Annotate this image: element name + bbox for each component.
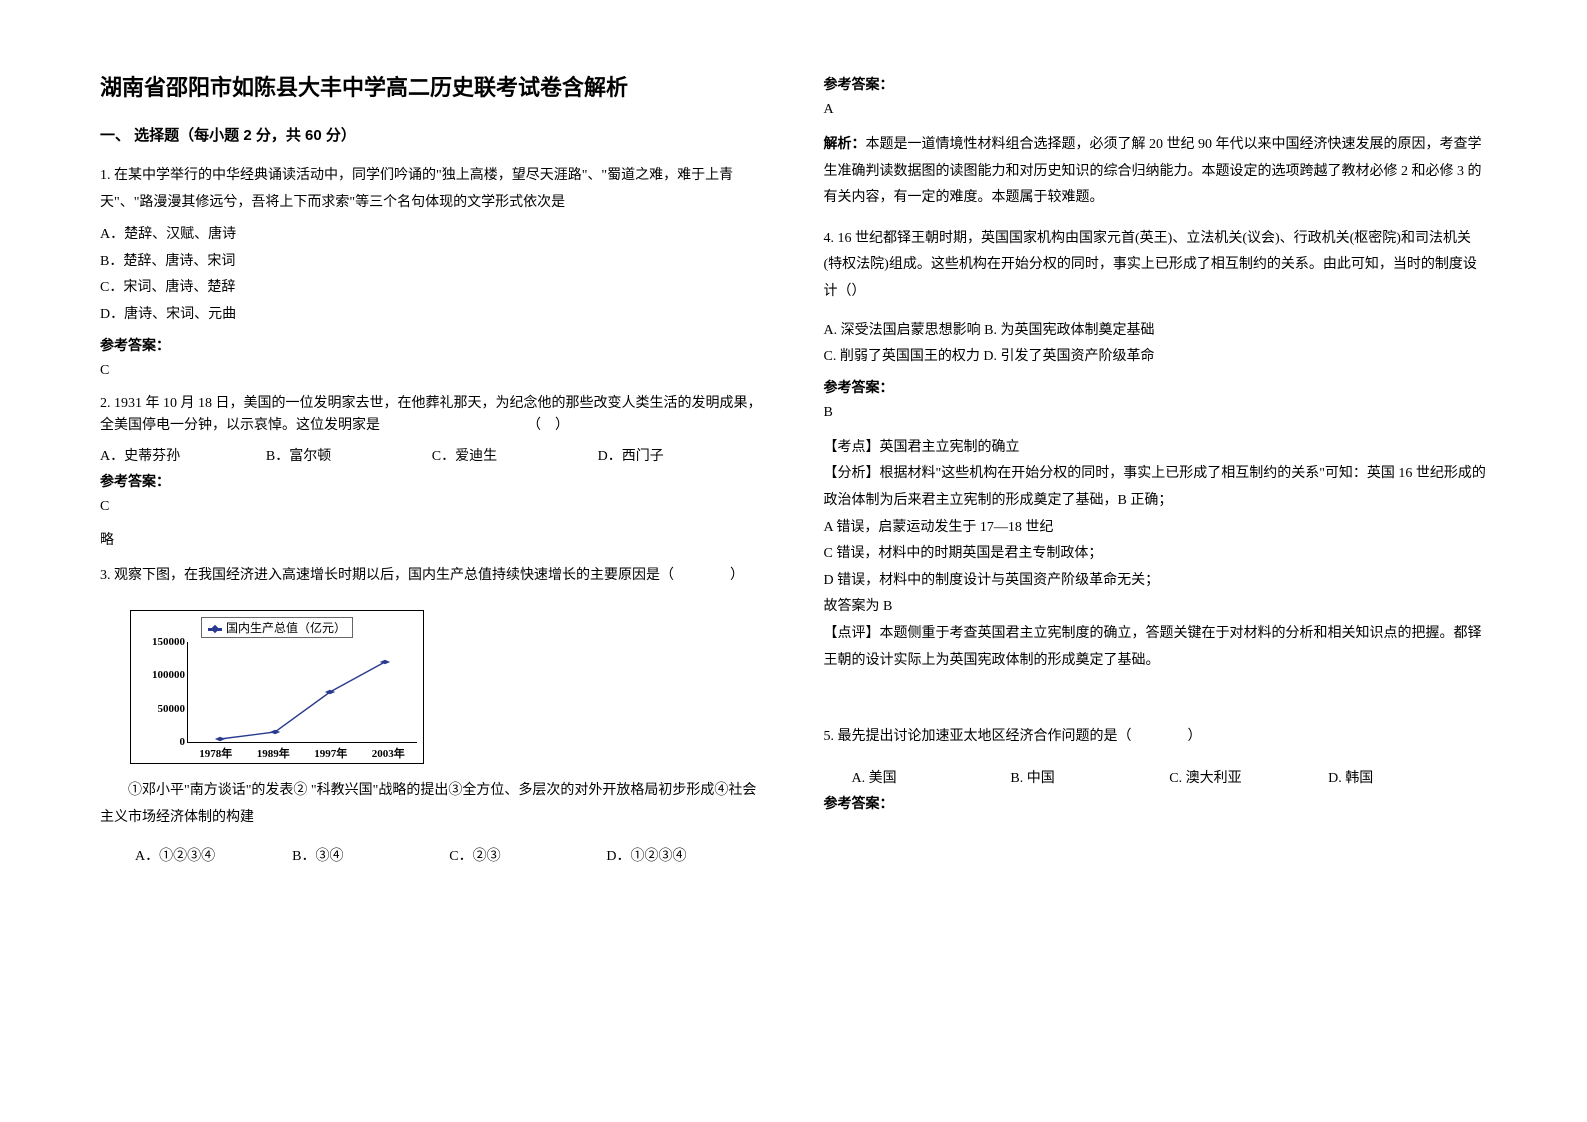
q5-option-a: A. 美国 [852, 767, 1011, 787]
q3-analysis-text: 本题是一道情境性材料组合选择题，必须了解 20 世纪 90 年代以来中国经济快速… [824, 137, 1482, 205]
q4-analysis-4: D 错误，材料中的制度设计与英国资产阶级革命无关； [824, 568, 1488, 595]
q4-answer: B [824, 405, 1488, 421]
legend-swatch-icon [208, 628, 222, 631]
q2-option-b: B．富尔顿 [266, 445, 432, 465]
chart-x-labels: 1978年 1989年 1997年 2003年 [187, 745, 417, 761]
q2-brief: 略 [100, 529, 764, 549]
q3-option-c: C．②③ [449, 845, 606, 865]
q1-option-d: D．唐诗、宋词、元曲 [100, 302, 764, 329]
q1-body: 1. 在某中学举行的中华经典诵读活动中，同学们吟诵的"独上高楼，望尽天涯路"、"… [100, 163, 764, 216]
q3-chart: 国内生产总值（亿元） 150000 100000 50000 0 1978年 1… [130, 610, 764, 764]
x-label-3: 2003年 [360, 745, 418, 761]
q4-option-a: A. 深受法国启蒙思想影响 [824, 323, 981, 338]
analysis-label: 解析： [824, 137, 866, 152]
q5-options: A. 美国 B. 中国 C. 澳大利亚 D. 韩国 [824, 767, 1488, 787]
y-tick-1: 50000 [158, 703, 189, 715]
q1-answer: C [100, 363, 764, 379]
q4-options: A. 深受法国启蒙思想影响 B. 为英国宪政体制奠定基础 C. 削弱了英国国王的… [824, 318, 1488, 371]
x-label-2: 1997年 [302, 745, 360, 761]
q3-option-b: B．③④ [292, 845, 449, 865]
chart-line-svg [188, 642, 417, 742]
q3-option-a: A．①②③④ [135, 845, 292, 865]
q2-option-a: A．史蒂芬孙 [100, 445, 266, 465]
q3-body: 3. 观察下图，在我国经济进入高速增长时期以后，国内生产总值持续快速增长的主要原… [100, 563, 764, 590]
q2-option-c: C．爱迪生 [432, 445, 598, 465]
chart-box: 国内生产总值（亿元） 150000 100000 50000 0 1978年 1… [130, 610, 424, 764]
y-tick-3: 150000 [152, 636, 188, 648]
q3-analysis: 解析：本题是一道情境性材料组合选择题，必须了解 20 世纪 90 年代以来中国经… [824, 132, 1488, 212]
x-label-1: 1989年 [245, 745, 303, 761]
q1-option-a: A．楚辞、汉赋、唐诗 [100, 222, 764, 249]
q5-body: 5. 最先提出讨论加速亚太地区经济合作问题的是（ ） [824, 724, 1488, 751]
right-column: 参考答案： A 解析：本题是一道情境性材料组合选择题，必须了解 20 世纪 90… [824, 70, 1488, 865]
y-tick-0: 0 [180, 736, 189, 748]
chart-legend: 国内生产总值（亿元） [201, 617, 353, 638]
spacer [824, 674, 1488, 724]
q3-options: A．①②③④ B．③④ C．②③ D．①②③④ [100, 845, 764, 865]
q4-answer-head: 参考答案： [824, 377, 1488, 397]
q4-analysis-5: 故答案为 B [824, 594, 1488, 621]
q1-options: A．楚辞、汉赋、唐诗 B．楚辞、唐诗、宋词 C．宋词、唐诗、楚辞 D．唐诗、宋词… [100, 222, 764, 328]
q3-answer: A [824, 102, 1488, 118]
q3-answer-head: 参考答案： [824, 74, 1488, 94]
q4-option-b: B. 为英国宪政体制奠定基础 [984, 323, 1154, 338]
q1-answer-head: 参考答案： [100, 335, 764, 355]
q2-option-d: D．西门子 [598, 445, 764, 465]
q5-answer-head: 参考答案： [824, 793, 1488, 813]
spacer [824, 212, 1488, 226]
q4-analysis-3: C 错误，材料中的时期英国是君主专制政体； [824, 541, 1488, 568]
q2-answer: C [100, 499, 764, 515]
q4-comment: 【点评】本题侧重于考查英国君主立宪制度的确立，答题关键在于对材料的分析和相关知识… [824, 621, 1488, 674]
q4-option-c: C. 削弱了英国国王的权力 [824, 349, 980, 364]
q3-option-d: D．①②③④ [606, 845, 763, 865]
q5-option-b: B. 中国 [1010, 767, 1169, 787]
chart-legend-label: 国内生产总值（亿元） [226, 621, 346, 635]
q5-option-c: C. 澳大利亚 [1169, 767, 1328, 787]
q1-option-b: B．楚辞、唐诗、宋词 [100, 249, 764, 276]
chart-plot-area: 150000 100000 50000 0 [187, 642, 417, 743]
x-label-0: 1978年 [187, 745, 245, 761]
q4-body: 4. 16 世纪都铎王朝时期，英国国家机构由国家元首(英王)、立法机关(议会)、… [824, 226, 1488, 306]
q4-option-d: D. 引发了英国资产阶级革命 [983, 349, 1154, 364]
q1-option-c: C．宋词、唐诗、楚辞 [100, 275, 764, 302]
q2-options: A．史蒂芬孙 B．富尔顿 C．爱迪生 D．西门子 [100, 445, 764, 465]
section-heading: 一、 选择题（每小题 2 分，共 60 分） [100, 124, 764, 145]
page-root: 湖南省邵阳市如陈县大丰中学高二历史联考试卷含解析 一、 选择题（每小题 2 分，… [0, 0, 1587, 905]
q2-body: 2. 1931 年 10 月 18 日，美国的一位发明家去世，在他葬礼那天，为纪… [100, 393, 764, 438]
q4-analysis-2: A 错误，启蒙运动发生于 17—18 世纪 [824, 515, 1488, 542]
q4-analysis-1: 【分析】根据材料"这些机构在开始分权的同时，事实上已形成了相互制约的关系"可知：… [824, 461, 1488, 514]
left-column: 湖南省邵阳市如陈县大丰中学高二历史联考试卷含解析 一、 选择题（每小题 2 分，… [100, 70, 764, 865]
y-tick-2: 100000 [152, 669, 188, 681]
document-title: 湖南省邵阳市如陈县大丰中学高二历史联考试卷含解析 [100, 70, 764, 102]
q3-desc: ①邓小平"南方谈话"的发表② "科教兴国"战略的提出③全方位、多层次的对外开放格… [100, 778, 764, 831]
q2-answer-head: 参考答案： [100, 471, 764, 491]
q5-option-d: D. 韩国 [1328, 767, 1487, 787]
q4-options-row1: A. 深受法国启蒙思想影响 B. 为英国宪政体制奠定基础 [824, 318, 1488, 345]
q4-options-row2: C. 削弱了英国国王的权力 D. 引发了英国资产阶级革命 [824, 344, 1488, 371]
q4-point: 【考点】英国君主立宪制的确立 [824, 435, 1488, 462]
